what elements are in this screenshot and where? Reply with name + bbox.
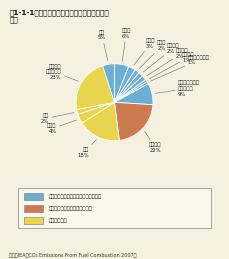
Wedge shape xyxy=(114,64,129,102)
Text: ドイツ
3%: ドイツ 3% xyxy=(134,38,155,65)
Wedge shape xyxy=(114,102,153,140)
Text: 韓国
2%: 韓国 2% xyxy=(41,113,74,124)
Text: 中国
18%: 中国 18% xyxy=(78,140,96,158)
Wedge shape xyxy=(114,80,147,102)
Text: インド
4%: インド 4% xyxy=(47,120,77,134)
Wedge shape xyxy=(114,84,153,105)
Text: カナダ
2%: カナダ 2% xyxy=(139,40,166,69)
Wedge shape xyxy=(114,82,148,102)
Wedge shape xyxy=(103,64,114,102)
Text: アメリカ
22%: アメリカ 22% xyxy=(145,131,161,153)
Wedge shape xyxy=(114,76,146,102)
Text: 出典：IEA「CO₂ Emissions From Fuel Combustion 2007」: 出典：IEA「CO₂ Emissions From Fuel Combustio… xyxy=(9,253,137,258)
Wedge shape xyxy=(114,70,139,102)
Text: ：京都議定書上削減義務のある先進国: ：京都議定書上削減義務のある先進国 xyxy=(49,194,102,199)
Text: オーストラリア
1%: オーストラリア 1% xyxy=(150,55,210,81)
Text: 図1-1-1　世界のエネルギー起源二酸化炭素排: 図1-1-1 世界のエネルギー起源二酸化炭素排 xyxy=(9,9,109,16)
Text: イギリス
2%: イギリス 2% xyxy=(143,43,179,72)
Text: ：開発途上国: ：開発途上国 xyxy=(49,218,68,223)
Wedge shape xyxy=(77,102,114,114)
Text: ：京都議定書不参加のアメリカ: ：京都議定書不参加のアメリカ xyxy=(49,206,93,211)
Wedge shape xyxy=(114,67,135,102)
Wedge shape xyxy=(82,102,119,141)
Wedge shape xyxy=(78,102,114,123)
Text: イタリア
2%: イタリア 2% xyxy=(147,48,188,76)
Bar xyxy=(24,193,43,200)
Text: 出量: 出量 xyxy=(9,17,18,24)
Wedge shape xyxy=(76,66,114,110)
Wedge shape xyxy=(114,73,142,102)
Text: フランス
1%: フランス 1% xyxy=(149,52,195,79)
Text: 削減義務のある
他の先進国
9%: 削減義務のある 他の先進国 9% xyxy=(155,80,200,97)
Bar xyxy=(24,217,43,224)
Text: その他の
開発途上国
23%: その他の 開発途上国 23% xyxy=(46,64,78,81)
Text: 日本
5%: 日本 5% xyxy=(98,30,108,61)
Text: ロシア
6%: ロシア 6% xyxy=(122,28,131,61)
Bar xyxy=(24,205,43,212)
